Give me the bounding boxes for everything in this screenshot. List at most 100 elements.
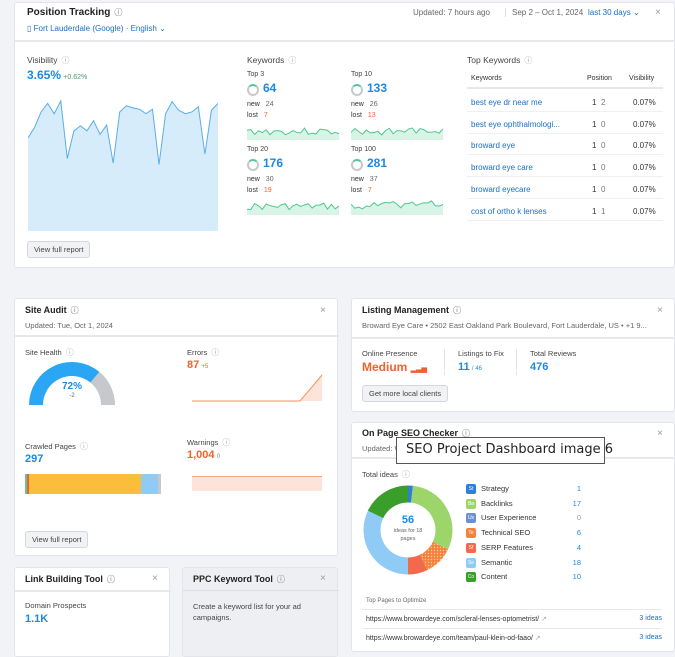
info-icon[interactable]: ⓘ (71, 306, 79, 315)
visibility-value: 0.07% (633, 185, 656, 194)
close-icon[interactable]: × (152, 573, 158, 584)
group-value-row: 281 (351, 156, 387, 171)
page-url[interactable]: https://www.browardeye.com/scleral-lense… (366, 615, 547, 623)
ideas-link[interactable]: 3 ideas (639, 615, 662, 622)
visibility-value: 0.07% (633, 163, 656, 172)
column-header: Position (587, 75, 612, 82)
info-icon[interactable]: ⓘ (524, 56, 532, 65)
view-full-report-button[interactable]: View full report (25, 531, 88, 548)
get-more-local-clients-button[interactable]: Get more local clients (362, 385, 448, 402)
site-health-value: 72% (59, 381, 85, 392)
top-pages-label: Top Pages to Optimize (366, 598, 426, 604)
group-value: 133 (367, 81, 387, 95)
visibility-value: 0.07% (633, 98, 656, 107)
domain-prospects-value: 1.1K (25, 613, 48, 625)
info-icon[interactable]: ⓘ (453, 306, 461, 315)
total-ideas-value: 56 (388, 514, 428, 526)
group-label: Top 20 (247, 146, 268, 153)
new-value: 26 (370, 101, 378, 108)
close-icon[interactable]: × (320, 573, 326, 584)
close-icon[interactable]: × (657, 428, 663, 439)
group-value: 281 (367, 156, 387, 170)
close-icon[interactable]: × (320, 305, 326, 316)
keyword-group[interactable]: Top 10 133 new 26 lost 13 (351, 71, 447, 146)
legend-item[interactable]: Te Technical SEO 6 (466, 528, 581, 538)
lost-label: lost (351, 187, 362, 194)
category-badge-icon: Te (466, 528, 476, 538)
group-label: Top 100 (351, 146, 376, 153)
page-url[interactable]: https://www.browardeye.com/team/paul-kle… (366, 634, 541, 642)
info-icon[interactable]: ⓘ (62, 56, 70, 65)
progress-ring-icon (351, 84, 363, 96)
info-icon[interactable]: ⓘ (277, 575, 285, 584)
keyword-group[interactable]: Top 100 281 new 37 lost 7 (351, 146, 447, 221)
close-icon[interactable]: × (657, 305, 663, 316)
category-name: Semantic (481, 558, 512, 567)
keyword-group[interactable]: Top 20 176 new 30 lost 19 (247, 146, 343, 221)
info-icon[interactable]: ⓘ (114, 8, 122, 17)
info-icon[interactable]: ⓘ (211, 348, 219, 357)
position-change: 2 (601, 98, 605, 107)
category-value: 10 (573, 572, 581, 581)
category-name: Content (481, 572, 507, 581)
donut-segment-content[interactable] (376, 494, 408, 514)
table-header: Keywords Position Visibility (467, 71, 663, 89)
keyword-link[interactable]: broward eye (471, 141, 515, 150)
period-dropdown[interactable]: last 30 days ⌄ (588, 8, 640, 17)
keyword-link[interactable]: broward eye care (471, 163, 533, 172)
visibility-value: 0.07% (633, 141, 656, 150)
view-full-report-button[interactable]: View full report (27, 241, 90, 258)
online-presence-value: Medium ▂▃▅ (362, 360, 427, 374)
ideas-link[interactable]: 3 ideas (639, 634, 662, 641)
keyword-group[interactable]: Top 3 64 new 24 lost 7 (247, 71, 343, 146)
chevron-down-icon: ⌄ (633, 8, 640, 17)
column-header: Keywords (471, 75, 502, 82)
keyword-link[interactable]: cost of ortho k lenses (471, 207, 547, 216)
position-change: 0 (601, 163, 605, 172)
new-label: new (351, 176, 364, 183)
progress-ring-icon (247, 84, 259, 96)
info-icon[interactable]: ⓘ (222, 438, 230, 447)
category-value: 18 (573, 558, 581, 567)
new-label: new (247, 176, 260, 183)
category-name: Technical SEO (481, 528, 530, 537)
lost-value: 13 (368, 112, 376, 119)
location-dropdown[interactable]: ▯ Fort Lauderdale (Google) · English ⌄ (27, 24, 166, 33)
info-icon[interactable]: ⓘ (80, 442, 88, 451)
position-change: 1 (601, 207, 605, 216)
group-value: 64 (263, 81, 276, 95)
info-icon[interactable]: ⓘ (66, 348, 74, 357)
new-value: 37 (370, 176, 378, 183)
listings-to-fix-label: Listings to Fix (458, 349, 504, 358)
category-value: 4 (577, 543, 581, 552)
category-badge-icon: St (466, 484, 476, 494)
category-value: 6 (577, 528, 581, 537)
info-icon[interactable]: ⓘ (107, 575, 115, 584)
keyword-link[interactable]: broward eyecare (471, 185, 531, 194)
close-icon[interactable]: × (655, 7, 661, 18)
donut-segment-technical-seo[interactable] (424, 546, 441, 563)
info-icon[interactable]: ⓘ (402, 470, 410, 479)
lost-label: lost (247, 187, 258, 194)
keyword-link[interactable]: best eye ophthalmologi... (471, 120, 560, 129)
donut-segment-serp-features[interactable] (408, 562, 424, 566)
info-icon[interactable]: ⓘ (288, 56, 296, 65)
divider (516, 349, 517, 375)
keyword-link[interactable]: best eye dr near me (471, 98, 542, 107)
table-row: broward eye care 1 0 0.07% (467, 156, 663, 177)
warnings-value: 1,004 0 (187, 449, 220, 461)
